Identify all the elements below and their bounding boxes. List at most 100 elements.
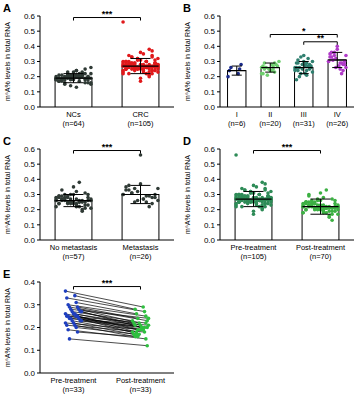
data-point [333, 202, 337, 206]
data-point [330, 218, 334, 222]
data-point [121, 20, 125, 24]
data-point [136, 335, 140, 339]
data-point [304, 208, 308, 212]
data-point [83, 191, 87, 195]
y-tick [217, 76, 220, 77]
data-point [313, 202, 317, 206]
y-tick-label: 0.0 [24, 103, 36, 112]
y-tick [217, 91, 220, 92]
data-point [258, 193, 262, 197]
data-point [261, 72, 265, 76]
x-tick-label: III(n=31) [293, 110, 315, 128]
error-bar [122, 185, 158, 203]
data-point [130, 67, 134, 71]
data-point [147, 75, 151, 79]
data-point [150, 202, 154, 206]
y-tick-label: 0.0 [24, 236, 36, 245]
error-cap [63, 206, 83, 207]
x-tick-label-line: (n=20) [259, 119, 281, 128]
data-point [142, 197, 146, 201]
y-axis-label: m⁶A% levels in total RNA [4, 288, 11, 367]
panel: Cm⁶A% levels in total RNA0.00.10.20.30.4… [3, 135, 174, 261]
y-tick-label: 0.4 [24, 175, 36, 184]
data-point [78, 181, 82, 185]
y-tick-label: 0.5 [24, 27, 36, 36]
y-tick-label: 0.1 [24, 221, 36, 230]
data-point [145, 60, 149, 64]
mean-line [122, 65, 158, 66]
data-point [243, 200, 247, 204]
x-tick-label-line: (n=26) [130, 252, 152, 261]
marks [54, 153, 159, 240]
data-point [133, 187, 137, 191]
data-point [83, 67, 87, 71]
data-point [89, 206, 93, 210]
error-bar [295, 62, 313, 74]
x-tick-label-line: Pre-treatment [51, 376, 98, 385]
pair-line [68, 305, 146, 316]
data-point [266, 194, 270, 198]
y-tick [217, 16, 220, 17]
data-point [313, 202, 317, 206]
error-cap [63, 73, 83, 74]
x-tick-label-line: IV [334, 110, 341, 119]
error-cap [332, 67, 342, 68]
y-tick-label: 0.0 [204, 103, 216, 112]
y-tick [217, 179, 220, 180]
x-tick-label-line: (n=105) [127, 119, 154, 128]
data-point [83, 206, 87, 210]
data-point [266, 194, 270, 198]
y-tick-label: 0.1 [204, 88, 216, 97]
mean-line [55, 78, 91, 79]
significance-label: * [302, 26, 306, 36]
x-tick-label-line: (n=33) [130, 385, 152, 394]
y-tick-label: 0.4 [204, 42, 216, 51]
data-point [75, 190, 79, 194]
x-tick-label-line: (n=70) [310, 252, 332, 261]
error-bar [235, 191, 271, 206]
y-tick [217, 209, 220, 210]
y-tick [37, 179, 40, 180]
data-point [60, 73, 64, 77]
x-tick-label: Post-treatment(n=70) [296, 243, 346, 261]
data-point [304, 208, 308, 212]
data-point [145, 344, 149, 348]
data-point [124, 185, 128, 189]
error-cap [332, 52, 342, 53]
significance-label: *** [102, 142, 113, 152]
y-tick-label: 0.3 [24, 190, 36, 199]
error-cap [63, 194, 83, 195]
y-axis-label: m⁶A% levels in total RNA [4, 22, 11, 101]
error-cap [232, 75, 242, 76]
pair-line [68, 330, 146, 339]
panel-label: E [3, 268, 10, 280]
error-cap [310, 214, 330, 215]
data-point [127, 72, 131, 76]
y-tick-label: 0.0 [204, 236, 216, 245]
y-tick [217, 224, 220, 225]
error-bar [122, 58, 158, 73]
y-tick [37, 149, 40, 150]
x-axis [40, 373, 174, 374]
y-tick-label: 0.2 [24, 72, 36, 81]
error-cap [130, 58, 150, 59]
data-point [335, 45, 339, 49]
data-point [234, 153, 238, 157]
data-point [258, 193, 262, 197]
bar [55, 201, 92, 240]
data-point [153, 61, 157, 65]
y-tick [37, 164, 40, 165]
y-axis-label: m⁶A% levels in total RNA [4, 155, 11, 234]
data-point [255, 202, 259, 206]
error-cap [299, 61, 309, 62]
x-tick-label-line: (n=31) [293, 119, 315, 128]
data-point [330, 197, 334, 201]
marks [226, 45, 348, 107]
data-point [153, 61, 157, 65]
error-cap [310, 199, 330, 200]
data-point [142, 197, 146, 201]
data-point [136, 190, 140, 194]
data-point [80, 209, 84, 213]
pair-line [76, 316, 136, 332]
data-point [60, 188, 64, 192]
